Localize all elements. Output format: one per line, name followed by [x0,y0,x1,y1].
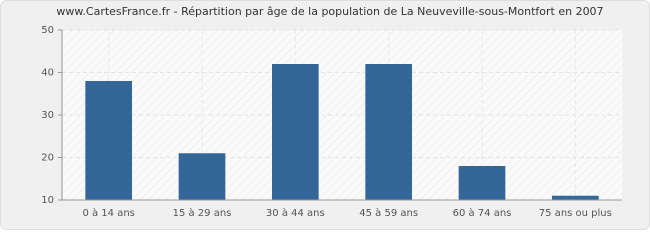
x-tick-label: 60 à 74 ans [453,207,512,219]
chart-title: www.CartesFrance.fr - Répartition par âg… [56,5,603,18]
chart: www.CartesFrance.fr - Répartition par âg… [0,0,650,230]
bar [85,81,132,200]
bar [272,64,319,200]
y-tick-label: 50 [41,25,54,36]
bar [458,166,506,200]
y-tick-label: 30 [41,110,54,121]
x-tick-label: 30 à 44 ans [266,207,325,219]
bar [178,153,226,200]
x-tick-label: 45 à 59 ans [359,207,418,219]
y-tick-label: 40 [41,68,54,79]
y-tick-label: 10 [41,195,54,206]
y-tick-label: 20 [41,153,54,164]
x-tick-label: 0 à 14 ans [82,207,134,219]
bar [552,195,599,200]
x-tick-label: 15 à 29 ans [173,207,232,219]
bar [365,64,412,200]
page: www.CartesFrance.fr - Répartition par âg… [0,0,650,230]
x-tick-label: 75 ans ou plus [539,208,612,219]
